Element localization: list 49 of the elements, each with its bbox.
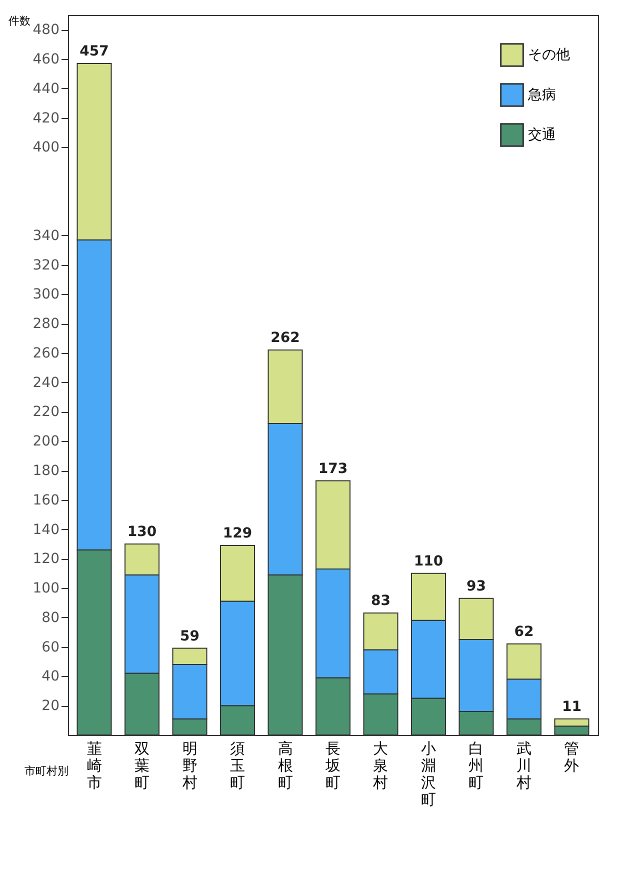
total-label: 110 [414, 553, 444, 570]
y-tick-label: 420 [32, 110, 60, 126]
total-label: 130 [127, 524, 157, 540]
y-tick-label: 260 [32, 345, 60, 362]
x-tick-label: 管外 [564, 740, 580, 774]
x-tick-label: 小淵沢町 [420, 740, 436, 808]
y-tick-label: 320 [32, 257, 60, 274]
x-tick-label: 白州町 [468, 740, 484, 792]
y-tick-label: 20 [42, 698, 60, 714]
total-label: 11 [562, 698, 582, 715]
x-tick-label: 武川村 [515, 740, 532, 792]
y-axis-title: 件数 [8, 14, 30, 28]
total-label: 173 [318, 460, 348, 477]
x-tick-label: 高根町 [278, 740, 293, 792]
total-label: 129 [222, 525, 252, 542]
y-tick-label: 160 [32, 492, 60, 508]
total-label: 59 [180, 628, 200, 644]
y-tick-label: 200 [32, 434, 60, 450]
y-tick-label: 100 [32, 580, 60, 597]
x-tick-label: 韮崎市 [86, 740, 102, 792]
y-tick-label: 120 [32, 551, 60, 568]
y-tick-label: 340 [32, 228, 60, 244]
legend-label: 交通 [528, 127, 556, 143]
y-tick-label: 220 [32, 404, 60, 420]
x-tick-label: 明野村 [181, 740, 198, 792]
y-tick-label: 400 [32, 140, 60, 156]
y-tick-label: 440 [32, 80, 60, 97]
legend-label: 急病 [527, 87, 556, 103]
total-label: 83 [371, 593, 390, 610]
y-tick-label: 480 [32, 22, 60, 38]
y-tick-label: 60 [42, 639, 60, 656]
x-tick-label: 長坂町 [324, 740, 340, 792]
total-label: 457 [80, 43, 109, 60]
total-label: 262 [270, 330, 300, 346]
y-tick-label: 280 [32, 316, 60, 332]
y-tick-label: 240 [32, 374, 60, 391]
y-tick-label: 460 [32, 52, 60, 68]
y-tick-label: 180 [32, 463, 60, 480]
x-axis-title: 市町村別 [24, 764, 68, 778]
x-tick-label: 須玉町 [230, 740, 246, 792]
y-tick-label: 80 [42, 610, 60, 626]
total-label: 62 [514, 624, 534, 640]
x-tick-label: 大泉村 [372, 740, 388, 792]
y-tick-label: 300 [32, 286, 60, 303]
y-tick-label: 140 [32, 522, 60, 538]
legend-label: その他 [528, 47, 570, 63]
total-label: 93 [466, 578, 486, 594]
x-tick-label: 双葉町 [134, 740, 150, 792]
y-tick-label: 40 [42, 668, 60, 685]
